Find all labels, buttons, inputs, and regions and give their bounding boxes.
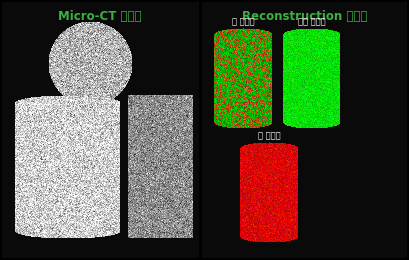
Text: 볼 이미지: 볼 이미지	[231, 17, 254, 26]
Text: Micro-CT 이미지: Micro-CT 이미지	[58, 10, 142, 23]
Bar	[2, 2, 199, 258]
Text: 기지 이미지: 기지 이미지	[298, 17, 325, 26]
Text: Reconstruction 이미지: Reconstruction 이미지	[242, 10, 368, 23]
Text: 셀 이미지: 셀 이미지	[258, 131, 280, 140]
Bar	[202, 2, 407, 258]
